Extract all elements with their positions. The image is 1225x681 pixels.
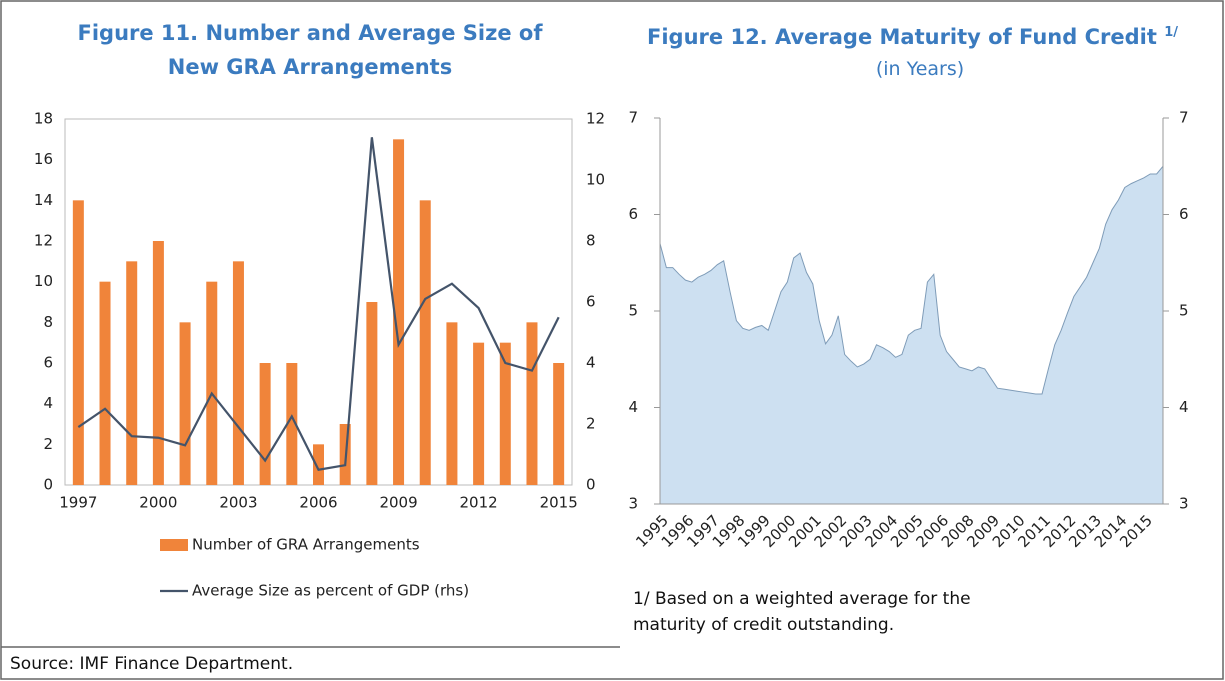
x-tick-label: 2012 bbox=[460, 494, 498, 512]
bar bbox=[419, 200, 431, 486]
x-tick-label: 2000 bbox=[139, 494, 177, 512]
bar bbox=[232, 261, 244, 485]
y2-tick-label: 5 bbox=[1179, 302, 1189, 320]
y-tick-label: 6 bbox=[628, 205, 638, 223]
y2-tick-label: 2 bbox=[586, 415, 596, 433]
x-tick-label: 2006 bbox=[299, 494, 337, 512]
area bbox=[659, 164, 1164, 505]
y2-tick-label: 8 bbox=[586, 232, 596, 250]
y2-tick-label: 10 bbox=[586, 171, 605, 189]
chart-title-wrap: Figure 12. Average Maturity of Fund Cred… bbox=[600, 16, 1225, 54]
y-tick-label: 4 bbox=[628, 398, 638, 416]
footnote: 1/ Based on a weighted average for the m… bbox=[633, 589, 971, 635]
y2-tick-label: 6 bbox=[586, 293, 596, 311]
y-tick-label: 8 bbox=[43, 313, 53, 331]
y-tick-label: 16 bbox=[34, 150, 53, 168]
y-tick-label: 12 bbox=[34, 232, 53, 250]
chart-subtitle: (in Years) bbox=[875, 58, 965, 80]
y-tick-label: 18 bbox=[34, 110, 53, 128]
bar bbox=[473, 342, 485, 485]
bar bbox=[499, 342, 511, 485]
bar bbox=[286, 363, 298, 485]
bar bbox=[393, 139, 405, 486]
bar bbox=[446, 322, 458, 485]
x-tick-label: 2003 bbox=[219, 494, 257, 512]
chart-title: Figure 11. Number and Average Size of Ne… bbox=[77, 21, 543, 79]
y2-tick-label: 7 bbox=[1179, 109, 1189, 127]
chart-title: Figure 12. Average Maturity of Fund Cred… bbox=[647, 25, 1157, 49]
y2-tick-label: 4 bbox=[1179, 398, 1189, 416]
y-tick-label: 14 bbox=[34, 191, 53, 209]
y2-tick-label: 3 bbox=[1179, 495, 1189, 513]
x-tick-label: 1997 bbox=[59, 494, 97, 512]
title-note: 1/ bbox=[1164, 25, 1178, 40]
legend-swatch bbox=[160, 539, 188, 551]
bar bbox=[553, 363, 565, 485]
y-tick-label: 5 bbox=[628, 302, 638, 320]
y-tick-label: 2 bbox=[43, 435, 53, 453]
y-tick-label: 7 bbox=[628, 109, 638, 127]
y-tick-label: 4 bbox=[43, 394, 53, 412]
y-tick-label: 10 bbox=[34, 272, 53, 290]
y-tick-label: 6 bbox=[43, 354, 53, 372]
y2-tick-label: 4 bbox=[586, 354, 596, 372]
legend-label: Average Size as percent of GDP (rhs) bbox=[192, 582, 469, 600]
bar bbox=[206, 281, 218, 485]
bar bbox=[313, 444, 324, 485]
y2-tick-label: 0 bbox=[586, 476, 596, 494]
y-tick-label: 3 bbox=[628, 495, 638, 513]
line bbox=[77, 137, 560, 471]
bar bbox=[99, 281, 111, 485]
plot-frame bbox=[64, 118, 573, 486]
bar bbox=[152, 241, 164, 485]
bar bbox=[259, 363, 271, 485]
bar bbox=[126, 261, 138, 485]
y2-tick-label: 12 bbox=[586, 110, 605, 128]
bar bbox=[179, 322, 191, 485]
source: Source: IMF Finance Department. bbox=[10, 654, 294, 674]
legend-label: Number of GRA Arrangements bbox=[192, 536, 420, 554]
bar bbox=[366, 302, 378, 485]
x-tick-label: 2015 bbox=[540, 494, 578, 512]
bar bbox=[526, 322, 538, 485]
bar bbox=[72, 200, 84, 486]
y-tick-label: 0 bbox=[43, 476, 53, 494]
x-tick-label: 2009 bbox=[379, 494, 417, 512]
y2-tick-label: 6 bbox=[1179, 205, 1189, 223]
